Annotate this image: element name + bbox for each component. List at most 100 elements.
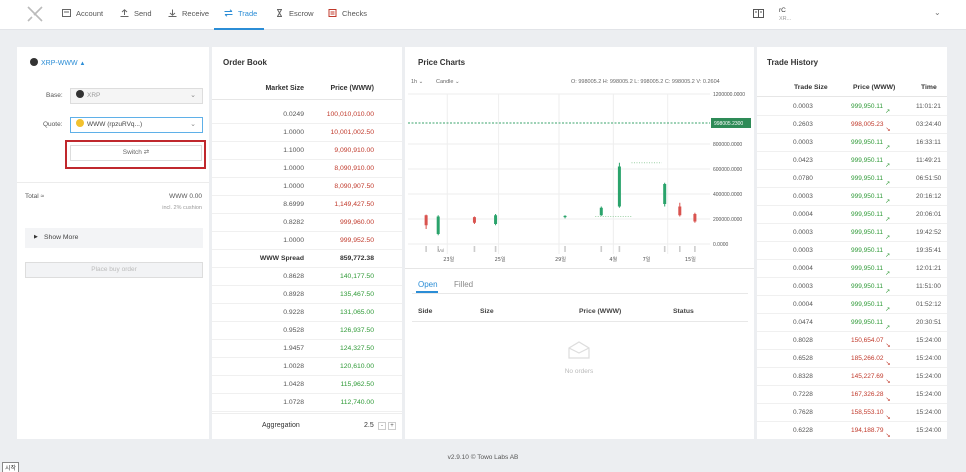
x-tick-label: 23일	[443, 256, 454, 263]
trade-time: 15:24:00	[916, 427, 942, 434]
show-more-toggle[interactable]: ▶ Show More	[25, 228, 203, 248]
trade-row: 0.0003 999,950.11 ↗ 11:51:00	[757, 278, 947, 296]
nav-receive[interactable]: Receive	[168, 0, 209, 30]
arrow-up-right-icon: ↗	[885, 253, 891, 259]
ask-row[interactable]: 1.0000 10,001,002.50	[212, 124, 402, 142]
ask-row[interactable]: 1.0000 999,952.50	[212, 232, 402, 250]
candlestick-chart[interactable]: 1200000.0000 800000.0000 600000.0000 400000…	[405, 88, 754, 268]
market-size: 0.0249	[283, 111, 304, 118]
aggregation-increase-button[interactable]: +	[388, 422, 396, 430]
bid-row[interactable]: 1.9457 124,327.50	[212, 340, 402, 358]
interval-select[interactable]: 1h ⌄	[411, 79, 424, 85]
interval-value: 1h	[411, 79, 418, 85]
nav-trade[interactable]: Trade	[214, 0, 264, 30]
trade-row: 0.7228 167,326.28 ↘ 15:24:00	[757, 386, 947, 404]
ask-row[interactable]: 1.0000 8,090,907.50	[212, 178, 402, 196]
arrow-up-right-icon: ↗	[885, 163, 891, 169]
col-side: Side	[418, 308, 433, 315]
arrow-up-right-icon: ↗	[885, 109, 891, 115]
account-switcher[interactable]: rC XR...	[779, 7, 791, 23]
col-price: Price (WWW)	[853, 84, 896, 91]
candle-body	[617, 166, 621, 207]
volume-bar	[494, 246, 497, 252]
candle-body	[663, 184, 667, 204]
quote-select[interactable]: WWW (rpzuRVq...) ⌄	[70, 117, 203, 133]
trade-price: 185,266.02 ↘	[851, 355, 891, 367]
base-label: Base:	[46, 92, 63, 99]
trade-time: 15:24:00	[916, 337, 942, 344]
nav-send[interactable]: Send	[120, 0, 152, 30]
trade-price: 999,950.11 ↗	[851, 247, 891, 259]
trade-size: 0.2603	[793, 121, 813, 128]
trade-size: 0.0474	[793, 319, 813, 326]
order-book-header: Market Size Price (WWW)	[212, 78, 402, 100]
trade-size: 0.6228	[793, 427, 813, 434]
taskbar-start-button[interactable]: 시작	[2, 462, 20, 472]
bid-row[interactable]: 0.9228 131,065.00	[212, 304, 402, 322]
market-size: 1.0428	[283, 381, 304, 388]
app-logo-icon[interactable]	[26, 5, 44, 23]
bid-row[interactable]: 1.0028 120,610.00	[212, 358, 402, 376]
trade-row: 0.0423 999,950.11 ↗ 11:49:21	[757, 152, 947, 170]
x-tick-label: 25일	[495, 256, 506, 263]
chevron-down-icon: ⌄	[190, 92, 196, 99]
nav-escrow[interactable]: Escrow	[275, 0, 314, 30]
tab-filled[interactable]: Filled	[454, 280, 474, 289]
arrow-down-right-icon: ↘	[885, 127, 891, 133]
price-chart-panel	[405, 47, 754, 439]
volume-label: Vol	[438, 248, 444, 253]
trade-size: 0.0780	[793, 175, 813, 182]
aggregation-label: Aggregation	[262, 422, 300, 429]
ask-row[interactable]: 1.1000 9,090,910.00	[212, 142, 402, 160]
col-price: Price (WWW)	[579, 308, 622, 315]
trade-time: 15:24:00	[916, 391, 942, 398]
ask-row[interactable]: 1.0000 8,090,910.00	[212, 160, 402, 178]
www-coin-icon	[76, 119, 84, 127]
trade-row: 0.0003 999,950.11 ↗ 16:33:11	[757, 134, 947, 152]
account-chevron-down-icon[interactable]: ⌄	[934, 8, 941, 17]
market-size: 0.9228	[283, 309, 304, 316]
bid-row[interactable]: 0.8628 140,177.50	[212, 268, 402, 286]
tab-open[interactable]: Open	[418, 280, 438, 289]
ask-row[interactable]: 8.6999 1,149,427.50	[212, 196, 402, 214]
price: 10,001,002.50	[330, 129, 374, 136]
pair-selector[interactable]: XRP-WWW ▲	[30, 58, 85, 67]
market-size: WWW Spread	[259, 255, 304, 262]
price: 131,065.00	[339, 309, 374, 316]
place-buy-order-button[interactable]: Place buy order	[25, 262, 203, 278]
arrow-up-right-icon: ↗	[885, 217, 891, 223]
ask-row[interactable]: 0.8282 999,960.00	[212, 214, 402, 232]
spread-row[interactable]: WWW Spread 859,772.38	[212, 250, 402, 268]
trade-icon	[224, 9, 233, 17]
market-size: 0.8282	[283, 219, 304, 226]
market-size: 8.6999	[283, 201, 304, 208]
bid-row[interactable]: 0.8928 135,467.50	[212, 286, 402, 304]
ask-row[interactable]: 0.0249 100,010,010.00	[212, 106, 402, 124]
chart-type-select[interactable]: Candle ⌄	[436, 79, 460, 85]
price: 999,952.50	[339, 237, 374, 244]
nav-checks[interactable]: Checks	[328, 0, 367, 30]
arrow-up-right-icon: ↗	[885, 181, 891, 187]
aggregation-decrease-button[interactable]: -	[378, 422, 386, 430]
arrow-up-right-icon: ↗	[885, 199, 891, 205]
account-icon	[62, 9, 71, 17]
market-size: 1.0000	[283, 183, 304, 190]
arrow-up-right-icon: ↗	[885, 235, 891, 241]
order-book-title: Order Book	[223, 58, 268, 67]
bid-row[interactable]: 1.0728 112,740.00	[212, 394, 402, 412]
address-book-icon[interactable]	[753, 9, 764, 18]
current-price-marker	[711, 117, 751, 128]
switch-button[interactable]: Switch ⇄	[70, 145, 202, 161]
tab-divider	[412, 293, 748, 294]
account-name: rC	[779, 7, 786, 14]
bid-row[interactable]: 1.0428 115,962.50	[212, 376, 402, 394]
candle-body	[599, 207, 603, 216]
bid-row[interactable]: 0.9528 126,937.50	[212, 322, 402, 340]
trade-size: 0.0003	[793, 139, 813, 146]
col-status: Status	[673, 308, 694, 315]
candle-body	[693, 214, 697, 222]
base-select[interactable]: XRP ⌄	[70, 88, 203, 104]
nav-account[interactable]: Account	[62, 0, 103, 30]
ohlc-readout: O: 998005.2 H: 998005.2 L: 998005.2 C: 9…	[571, 79, 720, 85]
market-size: 1.1000	[283, 147, 304, 154]
